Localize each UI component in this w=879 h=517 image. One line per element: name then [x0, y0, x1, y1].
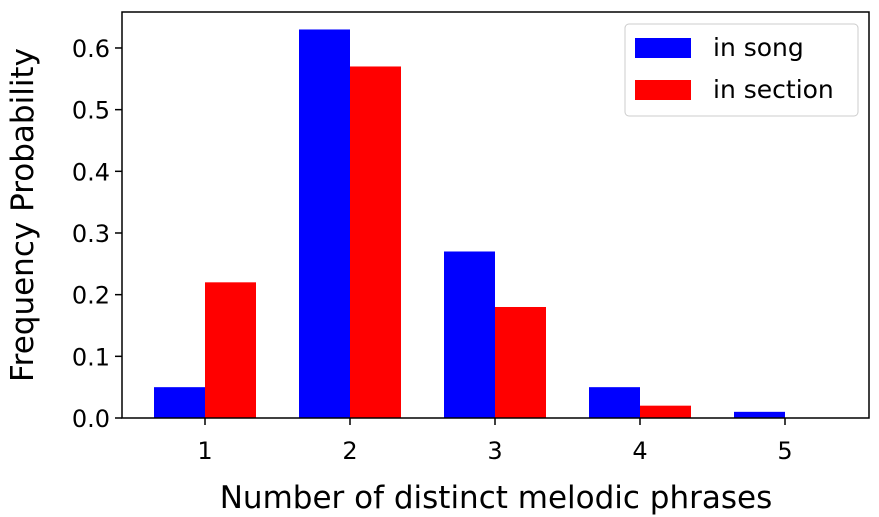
y-tick-label: 0.2 [72, 282, 110, 310]
bar-in-song-1 [154, 387, 205, 418]
legend-label-in-section: in section [713, 75, 834, 104]
bar-in-song-2 [299, 29, 350, 418]
x-tick-label: 2 [342, 437, 357, 465]
bar-in-song-4 [589, 387, 640, 418]
y-tick-label: 0.1 [72, 343, 110, 371]
bar-in-section-1 [205, 282, 256, 418]
x-tick-label: 5 [777, 437, 792, 465]
y-tick-label: 0.5 [72, 97, 110, 125]
x-axis-label: Number of distinct melodic phrases [220, 480, 773, 516]
x-tick-label: 1 [197, 437, 212, 465]
legend-label-in-song: in song [713, 33, 804, 62]
y-tick-label: 0.0 [72, 405, 110, 433]
x-tick-label: 4 [632, 437, 647, 465]
y-axis-label: Frequency Probability [5, 48, 41, 382]
legend: in song in section [624, 23, 859, 117]
bar-in-section-3 [495, 306, 546, 418]
x-tick-label: 3 [487, 437, 502, 465]
bar-in-section-2 [350, 66, 401, 418]
y-tick-label: 0.6 [72, 35, 110, 63]
y-tick-label: 0.4 [72, 158, 110, 186]
y-tick-label: 0.3 [72, 220, 110, 248]
bar-in-song-3 [444, 251, 495, 418]
bar-in-section-4 [640, 405, 691, 418]
legend-swatch-in-section [635, 80, 691, 100]
bar-in-song-5 [734, 411, 785, 418]
legend-swatch-in-song [635, 38, 691, 58]
